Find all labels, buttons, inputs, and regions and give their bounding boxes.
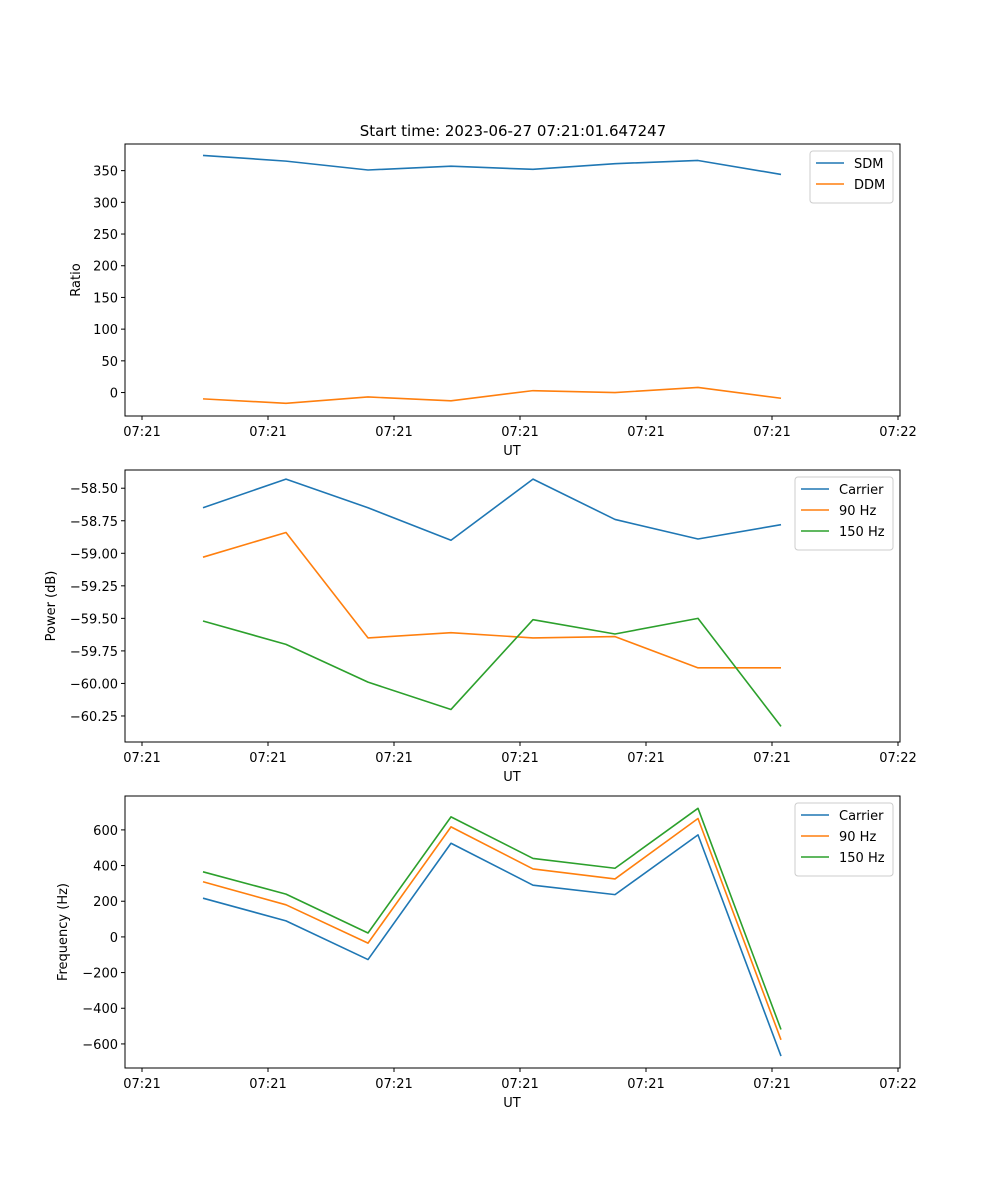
y-tick-label: 50 (101, 355, 118, 370)
legend-label: Carrier (839, 809, 884, 824)
y-tick-label: −59.00 (70, 547, 118, 562)
legend-label: 150 Hz (839, 851, 885, 866)
x-tick-label: 07:21 (753, 751, 790, 766)
legend-label: SDM (854, 157, 883, 172)
plot-frame (124, 795, 901, 1069)
series-line-150-hz (202, 807, 782, 1030)
x-tick-label: 07:21 (501, 425, 538, 440)
y-tick-label: 0 (110, 931, 118, 946)
y-tick-label: −400 (82, 1002, 118, 1017)
legend-label: 90 Hz (839, 830, 876, 845)
x-tick-label: 07:21 (249, 1077, 286, 1092)
y-tick-label: −60.00 (70, 677, 118, 692)
x-tick-label: 07:21 (753, 425, 790, 440)
series-line-150-hz (202, 617, 782, 727)
legend-label: DDM (854, 178, 885, 193)
x-tick-label: 07:21 (501, 751, 538, 766)
y-tick-label: −600 (82, 1038, 118, 1053)
legend: SDM DDM (809, 150, 894, 204)
y-tick-label: 250 (93, 228, 118, 243)
x-axis-label: UT (503, 770, 521, 785)
legend-label: Carrier (839, 483, 884, 498)
y-tick-label: −58.50 (70, 482, 118, 497)
x-tick-label: 07:21 (123, 1077, 160, 1092)
y-tick-label: 200 (93, 260, 118, 275)
x-tick-label: 07:21 (249, 751, 286, 766)
chart-panel-2: 07:21 07:21 07:21 07:21 07:21 07:21 07:22 −60.2… (44, 469, 917, 785)
y-tick-label: −60.25 (70, 710, 118, 725)
x-tick-label: 07:22 (879, 751, 916, 766)
series-line-90-hz (202, 817, 782, 1041)
legend: Carrier 90 Hz 150 Hz (794, 476, 894, 551)
series-line-carrier (202, 478, 782, 542)
y-tick-label: 200 (93, 895, 118, 910)
chart-panel-1: 07:21 07:21 07:21 07:21 07:21 07:21 07:22 0 50 10… (69, 143, 917, 459)
x-tick-label: 07:21 (375, 751, 412, 766)
series-line-ddm (202, 386, 782, 405)
x-tick-label: 07:21 (501, 1077, 538, 1092)
x-axis-label: UT (503, 1096, 521, 1111)
x-tick-label: 07:21 (753, 1077, 790, 1092)
y-axis-label: Frequency (Hz) (56, 883, 71, 981)
legend-label: 150 Hz (839, 525, 885, 540)
y-axis-label: Power (dB) (44, 571, 59, 642)
y-axis-label: Ratio (69, 263, 84, 296)
legend: Carrier 90 Hz 150 Hz (794, 802, 894, 877)
chart-panel-3: 07:21 07:21 07:21 07:21 07:21 07:21 07:22 −600 −… (56, 795, 917, 1111)
x-tick-label: 07:21 (123, 425, 160, 440)
x-tick-label: 07:21 (627, 1077, 664, 1092)
y-tick-label: −58.75 (70, 515, 118, 530)
x-axis-label: UT (503, 444, 521, 459)
x-tick-label: 07:21 (627, 425, 664, 440)
y-tick-label: 300 (93, 196, 118, 211)
series-line-sdm (202, 154, 782, 176)
y-tick-label: −200 (82, 967, 118, 982)
x-tick-label: 07:21 (249, 425, 286, 440)
y-tick-label: −59.25 (70, 580, 118, 595)
y-tick-label: 150 (93, 291, 118, 306)
y-tick-label: 350 (93, 165, 118, 180)
x-tick-label: 07:21 (375, 425, 412, 440)
series-line-90-hz (202, 531, 781, 669)
x-tick-label: 07:22 (879, 1077, 916, 1092)
y-tick-label: 600 (93, 824, 118, 839)
y-tick-label: 400 (93, 860, 118, 875)
x-tick-label: 07:22 (879, 425, 916, 440)
series-line-carrier (202, 834, 782, 1057)
y-tick-label: 100 (93, 323, 118, 338)
plot-frame (124, 469, 901, 743)
chart-title: Start time: 2023-06-27 07:21:01.647247 (360, 122, 666, 140)
y-tick-label: −59.75 (70, 645, 118, 660)
plot-frame (124, 143, 901, 417)
y-tick-label: 0 (110, 387, 118, 402)
x-tick-label: 07:21 (375, 1077, 412, 1092)
legend-box (809, 150, 894, 204)
x-tick-label: 07:21 (627, 751, 664, 766)
legend-label: 90 Hz (839, 504, 876, 519)
x-tick-label: 07:21 (123, 751, 160, 766)
y-tick-label: −59.50 (70, 612, 118, 627)
